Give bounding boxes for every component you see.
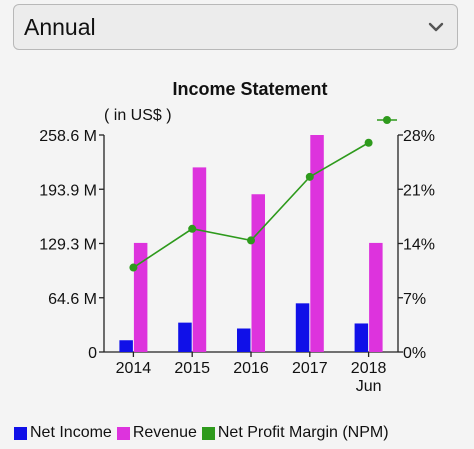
bar-net-income-4 [354, 323, 369, 352]
left-tick-label: 64.6 M [48, 291, 97, 308]
bar-revenue-3 [310, 135, 324, 352]
x-tick-label: 2016 [233, 360, 269, 377]
left-tick-label: 258.6 M [39, 128, 97, 145]
period-select[interactable]: Annual [13, 4, 458, 50]
income-statement-chart: Income Statement ( in US$ ) 0 64.6 M 129.3… [0, 60, 474, 440]
legend-label-revenue: Revenue [132, 424, 197, 441]
x-tick-label: 2018 [351, 360, 387, 377]
right-tick-label: 21% [403, 182, 435, 199]
bar-revenue-1 [192, 167, 207, 352]
x-tick-label: 2015 [174, 360, 210, 377]
unit-label: ( in US$ ) [104, 107, 172, 124]
bar-net-income-0 [119, 340, 133, 352]
bar-net-income-2 [237, 328, 251, 352]
bar-net-income-3 [295, 303, 310, 352]
x-tick-label: 2017 [292, 360, 328, 377]
right-tick-label: 14% [403, 237, 435, 254]
right-tick-label: 7% [403, 291, 426, 308]
npm-line [129, 138, 373, 272]
npm-point-3 [305, 172, 314, 181]
legend-swatch-revenue [116, 426, 130, 440]
axes: 0 64.6 M 129.3 M 193.9 M 258.6 M 0% 7% 14% 21% 28… [39, 128, 435, 395]
npm-point-4 [364, 138, 373, 147]
chart-title: Income Statement [172, 79, 327, 99]
left-tick-label: 129.3 M [39, 237, 97, 254]
chevron-down-icon [428, 22, 444, 32]
right-tick-label: 28% [403, 128, 435, 145]
npm-point-2 [247, 236, 255, 245]
chart-svg: Income Statement ( in US$ ) 0 64.6 M 129.3… [39, 79, 435, 395]
legend-item-npm: Net Profit Margin (NPM) [201, 424, 389, 442]
bar-revenue-2 [251, 194, 265, 352]
legend-swatch-npm [201, 426, 215, 440]
period-select-value: Annual [24, 13, 96, 40]
legend-label-net-income: Net Income [30, 424, 112, 441]
legend: Net Income Revenue Net Profit Margin (NP… [14, 424, 394, 442]
npm-point-0 [129, 263, 138, 272]
x-tick-label: 2014 [116, 360, 152, 377]
npm-line-path [132, 142, 370, 269]
legend-item-revenue: Revenue [116, 424, 197, 442]
bars [119, 135, 383, 352]
bar-revenue-0 [133, 242, 148, 352]
legend-swatch-net-income [14, 426, 27, 440]
right-tick-label: 0% [403, 345, 426, 362]
line-legend-dot [383, 116, 391, 124]
left-tick-label: 0 [88, 345, 97, 362]
x-tick-label-sub: Jun [356, 378, 382, 395]
legend-label-npm: Net Profit Margin (NPM) [217, 424, 389, 441]
bar-net-income-1 [178, 322, 192, 352]
bar-revenue-4 [369, 242, 383, 352]
left-tick-label: 193.9 M [39, 182, 97, 199]
line-legend-marker [377, 116, 397, 124]
legend-item-net-income: Net Income [14, 424, 112, 442]
npm-point-1 [188, 224, 197, 233]
